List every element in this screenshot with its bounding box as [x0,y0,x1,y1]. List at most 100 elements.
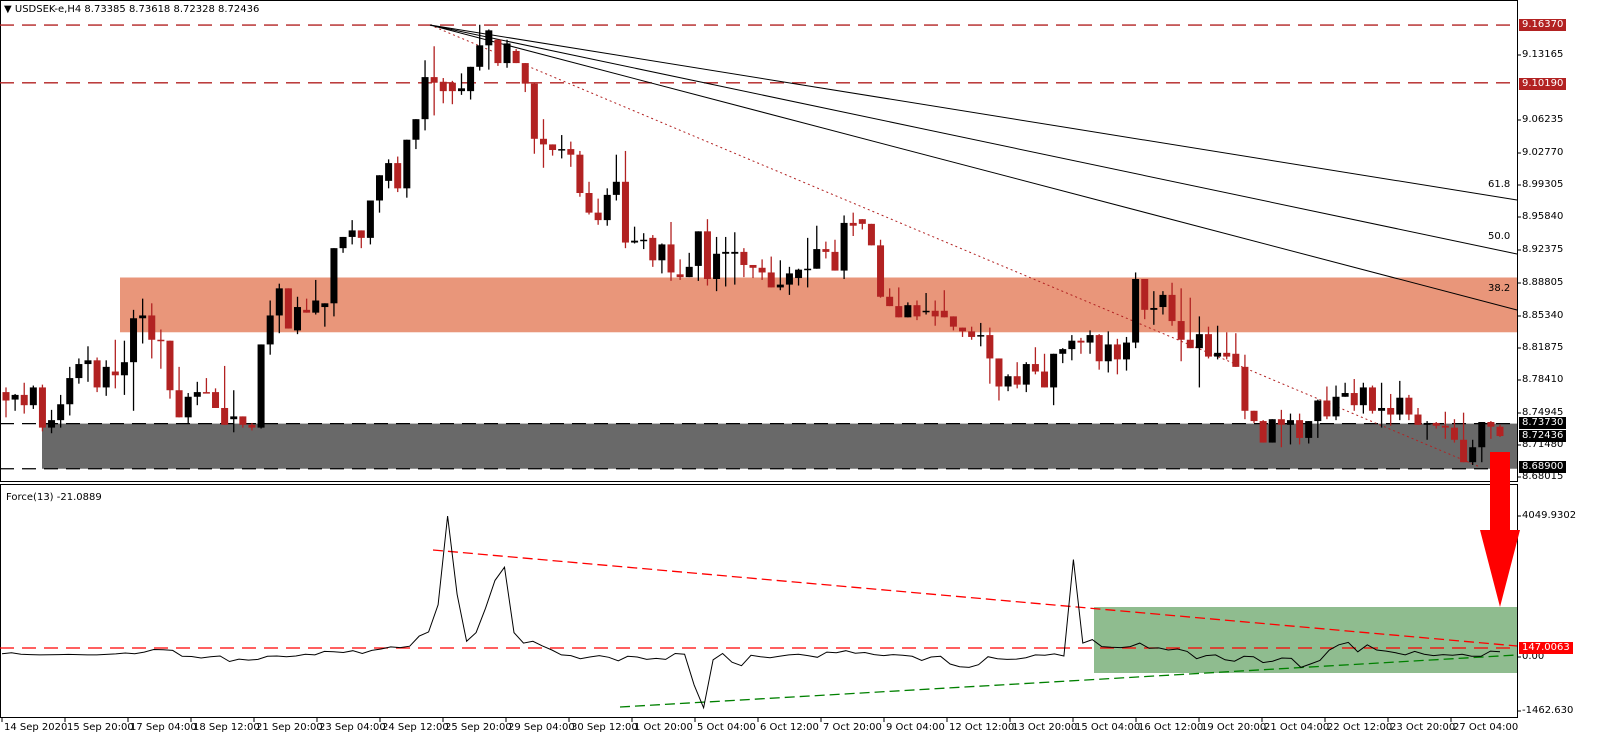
force-level-tag: 147.0063 [1519,642,1573,654]
price-axis-label: 8.68015 [1522,471,1564,482]
candle [239,416,247,428]
candle [467,66,475,100]
candle [795,268,803,286]
candle [1104,331,1112,373]
candle [130,309,138,411]
candle [284,288,292,329]
candle [740,248,748,278]
candle [694,231,702,281]
candle [93,357,101,393]
fib-fan-line[interactable] [429,24,1518,255]
candle [986,327,994,384]
candle [357,230,365,249]
candle [38,384,46,432]
time-axis-label: 12 Oct 12:00 [949,722,1015,733]
candle [558,135,566,159]
time-axis-label: 27 Oct 04:00 [1453,722,1519,733]
price-axis-label: 8.95840 [1522,211,1564,222]
time-axis-label: 14 Sep 2020 [4,722,68,733]
candle [312,279,320,315]
price-axis-label: 8.99305 [1522,179,1564,190]
candle [1159,291,1167,315]
candle [867,223,875,246]
candle [157,329,165,369]
price-trend-line[interactable] [429,24,1481,468]
fib-fan-line[interactable] [429,24,1518,201]
candle [148,303,156,359]
time-axis-label: 15 Sep 20:00 [67,722,134,733]
candle [1186,297,1194,349]
candle [703,219,711,286]
candle [1113,338,1121,375]
candle [1487,421,1495,439]
candle [776,260,784,291]
price-axis-label: 8.71480 [1522,439,1564,450]
price-level-tag: 8.68900 [1519,461,1567,473]
candle [321,303,329,327]
chart-title: ▼ USDSEK-e,H4 8.73385 8.73618 8.72328 8.… [4,4,260,15]
candle [603,188,611,226]
price-level-tag: 8.72436 [1519,430,1567,442]
candle [166,340,174,399]
candle [995,358,1003,401]
candle [248,422,256,431]
time-axis-label: 30 Sep 12:00 [571,722,638,733]
time-axis-label: 9 Oct 04:00 [886,722,945,733]
candle [940,290,948,318]
fib-fan-line[interactable] [429,24,1518,311]
candle [1204,326,1212,359]
candle [877,239,885,298]
candle [621,150,629,249]
time-axis-label: 13 Oct 20:00 [1012,722,1078,733]
candle [175,366,183,418]
candle [895,287,903,318]
candle [339,236,347,253]
candle [840,215,848,280]
candle [1068,335,1076,361]
candle [476,24,484,71]
force-resistance-trendline[interactable] [432,549,1518,647]
candle [631,226,639,244]
time-axis-label: 24 Sep 12:00 [382,722,449,733]
candle [913,300,921,321]
candle [394,156,402,193]
time-axis-label: 21 Oct 04:00 [1264,722,1330,733]
candle [212,388,220,408]
indicator-title: Force(13) -21.0889 [6,492,102,503]
candle [585,181,593,215]
candle [676,259,684,280]
candle [1478,422,1486,463]
candle [767,256,775,288]
candle [849,212,857,237]
candle [713,236,721,292]
time-axis-label: 1 Oct 20:00 [634,722,693,733]
candle [75,358,83,384]
down-arrow-icon [1480,452,1520,607]
candle [831,239,839,271]
candle [1013,362,1021,389]
time-axis-label: 23 Sep 04:00 [319,722,386,733]
candle [977,322,985,347]
candle [1050,353,1058,406]
candle [1031,347,1039,375]
candle [612,154,620,201]
candle [1086,330,1094,354]
candle [549,144,557,156]
candle [1259,420,1267,443]
candle [385,159,393,189]
candle [1150,291,1158,325]
candle [294,296,302,335]
force-axis-label: 4049.9302 [1522,510,1577,521]
time-axis-label: 15 Oct 04:00 [1075,722,1141,733]
candle [813,225,821,269]
time-axis-label: 21 Sep 20:00 [256,722,323,733]
candle [968,326,976,340]
candle [184,393,192,424]
price-axis-label: 8.88805 [1522,277,1564,288]
candle [421,60,429,131]
candle [959,327,967,337]
resistance-zone [120,277,1517,333]
candle [1177,288,1185,362]
